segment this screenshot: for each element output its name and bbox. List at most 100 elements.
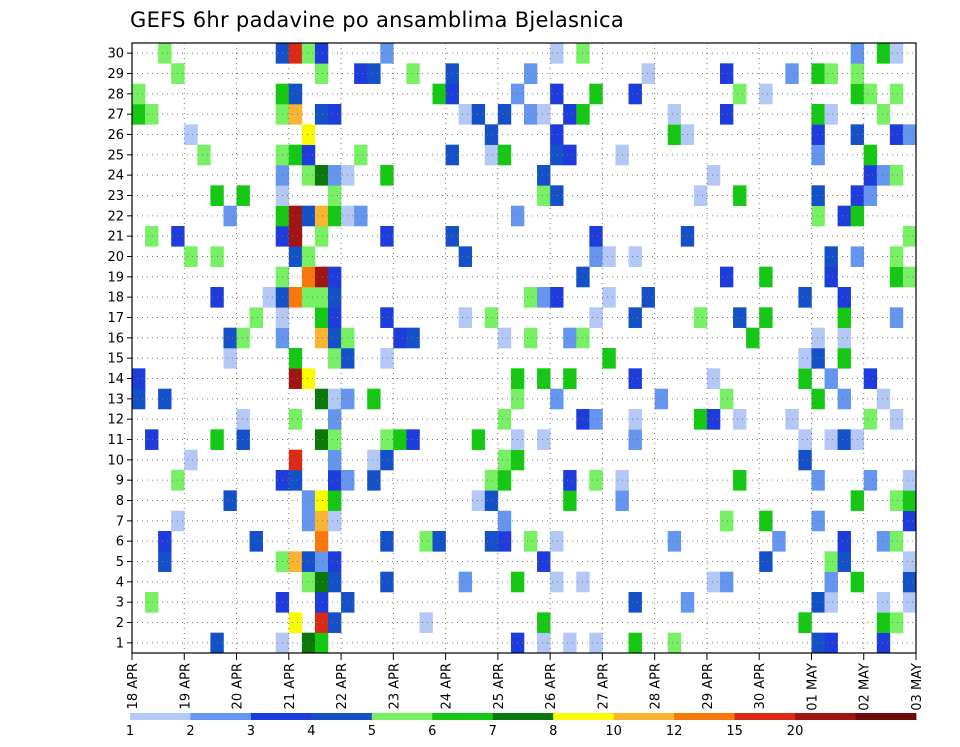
- x-axis-ticks: 18 APR 19 APR 20 APR 21 APR 22 APR 23 APR 24 A…: [126, 653, 925, 711]
- heatmap-cell: [563, 368, 577, 389]
- heatmap-cell: [667, 124, 682, 145]
- heatmap-cell: [759, 510, 773, 532]
- heatmap-cell: [288, 449, 303, 471]
- x-tick-label: 01 MAY: [805, 663, 820, 711]
- heatmap-cell: [589, 470, 603, 491]
- heatmap-cell: [158, 531, 172, 552]
- heatmap-cell: [301, 551, 316, 572]
- y-tick-label: 12: [107, 413, 124, 428]
- heatmap-cell: [589, 226, 603, 247]
- heatmap-cell: [328, 571, 342, 593]
- heatmap-cell: [145, 226, 159, 247]
- colorbar-segment: [432, 713, 494, 720]
- heatmap-cell: [301, 632, 316, 654]
- heatmap-cell: [406, 327, 420, 349]
- heatmap-cell: [301, 124, 316, 145]
- heatmap-cell: [288, 205, 303, 227]
- heatmap-cell: [184, 124, 198, 145]
- y-axis-ticks: 1234567891011121314151617181920212223242…: [107, 47, 132, 651]
- y-tick-label: 19: [107, 270, 124, 285]
- heatmap-cell: [628, 246, 642, 267]
- heatmap-cell: [889, 490, 904, 511]
- heatmap-cell: [301, 205, 316, 227]
- heatmap-cell: [550, 83, 564, 105]
- heatmap-cell: [863, 368, 878, 389]
- heatmap-cell: [288, 612, 303, 633]
- heatmap-cell: [563, 490, 577, 511]
- heatmap-cell: [720, 510, 734, 532]
- heatmap-cell: [733, 83, 747, 105]
- heatmap-cell: [471, 429, 486, 450]
- heatmap-cell: [524, 104, 538, 125]
- colorbar-label: 3: [247, 724, 255, 739]
- y-tick-label: 24: [107, 169, 124, 184]
- heatmap-cell: [419, 531, 433, 552]
- heatmap-cell: [314, 490, 329, 511]
- heatmap-cell: [811, 592, 825, 613]
- heatmap-cell: [798, 612, 812, 633]
- y-tick-label: 13: [107, 392, 124, 407]
- heatmap-cell: [563, 104, 577, 125]
- y-tick-label: 2: [116, 616, 124, 631]
- heatmap-cell: [471, 490, 486, 511]
- colorbar-label: 12: [666, 724, 683, 739]
- heatmap-cell: [497, 531, 512, 552]
- heatmap-cell: [798, 348, 812, 369]
- heatmap-cell: [706, 571, 721, 593]
- heatmap-cell: [301, 287, 316, 308]
- y-tick-label: 23: [107, 189, 124, 204]
- y-tick-label: 25: [107, 148, 124, 163]
- y-tick-label: 4: [116, 575, 124, 590]
- heatmap-cell: [484, 490, 499, 511]
- heatmap-cell: [863, 409, 878, 430]
- chart-title: GEFS 6hr padavine po ansamblima Bjelasni…: [130, 8, 624, 32]
- heatmap-cell: [236, 409, 250, 430]
- y-tick-label: 14: [107, 372, 124, 387]
- heatmap-cell: [301, 368, 316, 389]
- heatmap-cell: [798, 287, 812, 308]
- heatmap-cell: [889, 409, 904, 430]
- heatmap-cell: [902, 124, 917, 145]
- heatmap-cell: [837, 531, 851, 552]
- heatmap-cell: [524, 63, 538, 84]
- heatmap-cell: [301, 43, 316, 64]
- heatmap-cell: [889, 531, 904, 552]
- heatmap-cell: [550, 571, 564, 593]
- heatmap-cell: [550, 185, 564, 206]
- colorbar-segment: [855, 713, 917, 720]
- heatmap-cell: [223, 327, 237, 349]
- heatmap-cell: [458, 246, 473, 267]
- heatmap-cell: [314, 43, 329, 64]
- y-tick-label: 10: [107, 453, 124, 468]
- heatmap-cell: [314, 63, 329, 84]
- heatmap-cell: [693, 307, 708, 328]
- heatmap-cell: [811, 388, 825, 410]
- y-tick-label: 29: [107, 67, 124, 82]
- heatmap-cell: [537, 165, 551, 186]
- heatmap-cell: [537, 368, 551, 389]
- heatmap-cell: [314, 531, 329, 552]
- heatmap-cell: [824, 63, 838, 84]
- heatmap-cell: [132, 388, 146, 410]
- heatmap-cell: [471, 104, 486, 125]
- heatmap-cell: [328, 348, 342, 369]
- heatmap-cell: [354, 63, 368, 84]
- heatmap-cell: [197, 144, 211, 166]
- heatmap-cell: [328, 490, 342, 511]
- heatmap-cell: [145, 104, 159, 125]
- heatmap-cell: [393, 327, 407, 349]
- heatmap-cell: [380, 449, 394, 471]
- heatmap-cell: [889, 83, 904, 105]
- heatmap-cell: [563, 327, 577, 349]
- heatmap-cell: [759, 266, 773, 288]
- heatmap-cell: [328, 449, 342, 471]
- heatmap-cell: [328, 205, 342, 227]
- heatmap-cell: [863, 165, 878, 186]
- x-tick-label: 29 APR: [701, 663, 716, 709]
- heatmap-cell: [889, 612, 904, 633]
- heatmap-cell: [811, 205, 825, 227]
- x-tick-label: 24 APR: [440, 663, 455, 709]
- heatmap-cell: [380, 43, 394, 64]
- heatmap-cell: [824, 429, 838, 450]
